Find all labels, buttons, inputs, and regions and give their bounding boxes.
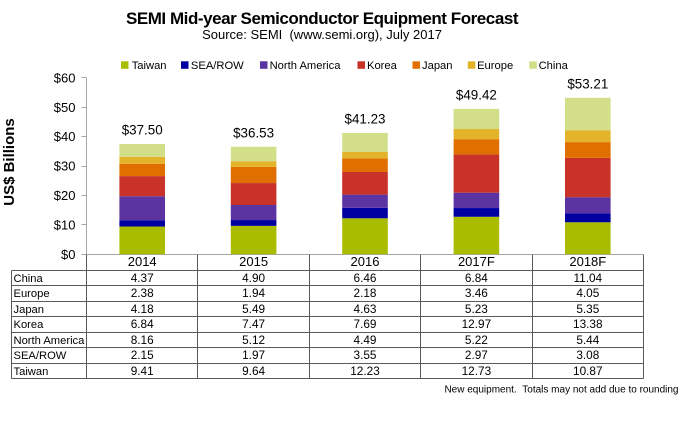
svg-text:Source: SEMI (www.semi.org),: Source: SEMI (www.semi.org), July 2017 — [202, 27, 442, 42]
svg-text:9.41: 9.41 — [131, 364, 154, 378]
svg-text:2015: 2015 — [239, 254, 268, 269]
svg-text:3.46: 3.46 — [465, 286, 488, 300]
svg-text:Korea: Korea — [14, 319, 45, 331]
svg-text:2018F: 2018F — [569, 254, 606, 269]
svg-text:SEMI Mid-year Semiconductor Eq: SEMI Mid-year Semiconductor Equipment Fo… — [126, 9, 519, 28]
svg-text:1.97: 1.97 — [242, 348, 265, 362]
svg-text:9.64: 9.64 — [242, 364, 265, 378]
svg-text:2.15: 2.15 — [131, 348, 154, 362]
svg-text:$41.23: $41.23 — [345, 112, 386, 127]
svg-text:North America: North America — [270, 60, 342, 72]
svg-text:7.47: 7.47 — [242, 317, 265, 331]
svg-text:4.63: 4.63 — [354, 302, 377, 316]
svg-text:Japan: Japan — [14, 304, 44, 316]
svg-text:5.23: 5.23 — [465, 302, 488, 316]
svg-text:2016: 2016 — [351, 254, 380, 269]
svg-text:Taiwan: Taiwan — [132, 60, 167, 72]
svg-text:SEA/ROW: SEA/ROW — [14, 350, 67, 362]
svg-text:New equipment. Totals may not: New equipment. Totals may not add due to… — [444, 385, 678, 396]
svg-text:6.46: 6.46 — [354, 271, 377, 285]
svg-text:$37.50: $37.50 — [122, 123, 163, 138]
svg-text:12.23: 12.23 — [350, 364, 380, 378]
svg-text:SEA/ROW: SEA/ROW — [191, 60, 244, 72]
svg-text:$60: $60 — [54, 70, 76, 85]
svg-text:3.55: 3.55 — [354, 348, 377, 362]
svg-text:4.49: 4.49 — [354, 333, 377, 347]
svg-text:11.04: 11.04 — [573, 271, 602, 285]
svg-text:$49.42: $49.42 — [456, 88, 497, 103]
svg-text:4.90: 4.90 — [242, 271, 265, 285]
svg-text:North America: North America — [14, 335, 86, 347]
svg-text:12.97: 12.97 — [462, 317, 492, 331]
svg-text:2.97: 2.97 — [465, 348, 488, 362]
svg-text:4.37: 4.37 — [131, 271, 154, 285]
svg-text:2014: 2014 — [128, 254, 157, 269]
svg-text:13.38: 13.38 — [573, 317, 603, 331]
svg-text:6.84: 6.84 — [131, 317, 154, 331]
svg-text:$30: $30 — [54, 159, 76, 174]
svg-text:2.18: 2.18 — [354, 286, 377, 300]
svg-text:$50: $50 — [54, 100, 76, 115]
svg-text:1.94: 1.94 — [242, 286, 265, 300]
svg-text:5.12: 5.12 — [242, 333, 265, 347]
svg-text:3.08: 3.08 — [576, 348, 599, 362]
svg-text:5.44: 5.44 — [576, 333, 599, 347]
svg-text:China: China — [539, 60, 569, 72]
svg-text:$10: $10 — [54, 217, 76, 232]
svg-text:8.16: 8.16 — [131, 333, 154, 347]
svg-text:$53.21: $53.21 — [567, 77, 608, 92]
svg-text:10.87: 10.87 — [573, 364, 603, 378]
svg-text:Europe: Europe — [14, 288, 50, 300]
svg-text:2.38: 2.38 — [131, 286, 154, 300]
svg-text:2017F: 2017F — [458, 254, 495, 269]
svg-text:$36.53: $36.53 — [233, 126, 274, 141]
svg-text:Europe: Europe — [477, 60, 513, 72]
svg-text:4.18: 4.18 — [131, 302, 154, 316]
svg-text:5.22: 5.22 — [465, 333, 488, 347]
svg-text:$20: $20 — [54, 188, 76, 203]
svg-text:5.49: 5.49 — [242, 302, 265, 316]
svg-text:7.69: 7.69 — [354, 317, 377, 331]
svg-text:$40: $40 — [54, 129, 76, 144]
svg-text:US$ Billions: US$ Billions — [1, 118, 18, 206]
svg-text:Taiwan: Taiwan — [14, 366, 49, 378]
svg-text:China: China — [14, 273, 44, 285]
svg-text:6.84: 6.84 — [465, 271, 488, 285]
svg-text:$0: $0 — [61, 247, 75, 262]
svg-text:Japan: Japan — [422, 60, 452, 72]
svg-text:4.05: 4.05 — [576, 286, 599, 300]
svg-text:12.73: 12.73 — [462, 364, 492, 378]
svg-text:Korea: Korea — [367, 60, 398, 72]
svg-text:5.35: 5.35 — [576, 302, 599, 316]
